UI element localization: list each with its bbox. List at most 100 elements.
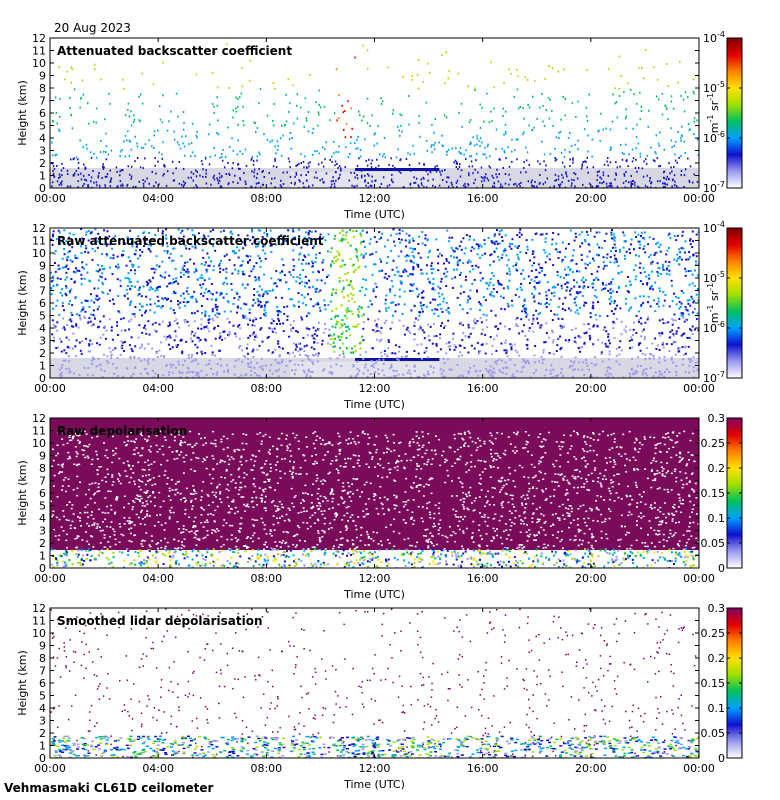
data-cell [391, 173, 393, 176]
data-cell [129, 301, 132, 304]
data-cell [74, 254, 77, 257]
data-cell [304, 275, 307, 278]
data-cell [408, 95, 410, 97]
data-cell [346, 271, 349, 274]
data-cell [336, 357, 339, 360]
data-cell [638, 240, 641, 243]
data-cell [127, 297, 129, 300]
data-cell [97, 326, 99, 329]
data-cell [117, 267, 120, 270]
data-cell [658, 267, 661, 270]
data-cell [176, 322, 179, 325]
data-cell [476, 134, 478, 137]
data-cell [423, 351, 426, 354]
data-cell [421, 184, 423, 187]
data-cell [380, 97, 382, 100]
data-cell [192, 452, 195, 454]
data-cell [493, 371, 496, 374]
data-cell [479, 145, 481, 148]
data-cell [50, 280, 53, 283]
data-cell [561, 241, 564, 244]
data-cell [205, 172, 207, 175]
data-cell [193, 186, 195, 188]
data-cell [241, 67, 243, 70]
data-cell [384, 245, 387, 248]
data-cell [501, 253, 504, 256]
data-cell [542, 349, 545, 352]
data-cell [476, 290, 478, 293]
data-cell [543, 341, 546, 344]
data-cell [638, 247, 641, 250]
data-cell [272, 124, 275, 127]
data-cell [614, 178, 616, 181]
data-cell [97, 357, 100, 360]
data-cell [564, 296, 567, 299]
data-cell [313, 447, 316, 450]
data-cell [338, 252, 340, 255]
data-cell [356, 177, 359, 180]
data-cell [574, 301, 577, 304]
data-cell [187, 275, 190, 278]
data-cell [479, 279, 482, 282]
data-cell [689, 165, 692, 168]
data-cell [196, 346, 199, 349]
data-cell [419, 301, 422, 304]
data-cell [90, 299, 93, 302]
data-cell [80, 273, 83, 276]
data-cell [119, 174, 121, 177]
x-tick-label: 00:00 [34, 192, 66, 205]
data-cell [379, 331, 382, 334]
data-cell [307, 293, 310, 296]
data-cell [435, 344, 438, 347]
data-cell [179, 271, 182, 274]
data-cell [510, 344, 513, 347]
data-cell [689, 328, 691, 331]
data-cell [658, 98, 660, 101]
data-cell [304, 97, 307, 100]
data-cell [130, 269, 132, 272]
data-cell [124, 341, 126, 343]
data-cell [139, 166, 142, 169]
data-cell [445, 116, 448, 119]
data-cell [524, 362, 527, 364]
data-cell [400, 250, 403, 253]
data-cell [52, 284, 55, 287]
data-cell [683, 140, 686, 143]
y-tick-label: 3 [39, 335, 46, 348]
data-cell [417, 243, 420, 245]
data-cell [432, 287, 434, 290]
data-cell [330, 373, 333, 376]
data-cell [300, 316, 303, 319]
data-cell [122, 169, 124, 172]
data-cell [321, 178, 324, 181]
data-cell [128, 280, 131, 283]
data-cell [634, 369, 637, 372]
data-cell [545, 290, 548, 293]
data-cell [134, 556, 137, 558]
data-cell [412, 239, 415, 242]
data-cell [292, 276, 295, 279]
data-cell [400, 275, 403, 278]
data-cell [144, 324, 146, 327]
data-cell [636, 123, 638, 126]
data-cell [326, 250, 329, 253]
data-cell [623, 174, 626, 177]
data-cell [208, 363, 210, 365]
data-cell [445, 301, 448, 304]
data-cell [399, 134, 401, 137]
data-cell [124, 114, 127, 117]
data-cell [413, 305, 416, 308]
data-cell [548, 336, 551, 339]
data-cell [214, 249, 217, 252]
data-cell [68, 371, 71, 374]
data-cell [551, 329, 554, 332]
data-cell [602, 261, 605, 264]
data-cell [105, 151, 107, 153]
data-cell [602, 329, 605, 331]
data-cell [378, 238, 381, 241]
data-cell [219, 267, 222, 270]
data-cell [483, 179, 485, 182]
data-cell [589, 312, 592, 315]
data-cell [95, 107, 98, 110]
data-cell [103, 243, 106, 246]
